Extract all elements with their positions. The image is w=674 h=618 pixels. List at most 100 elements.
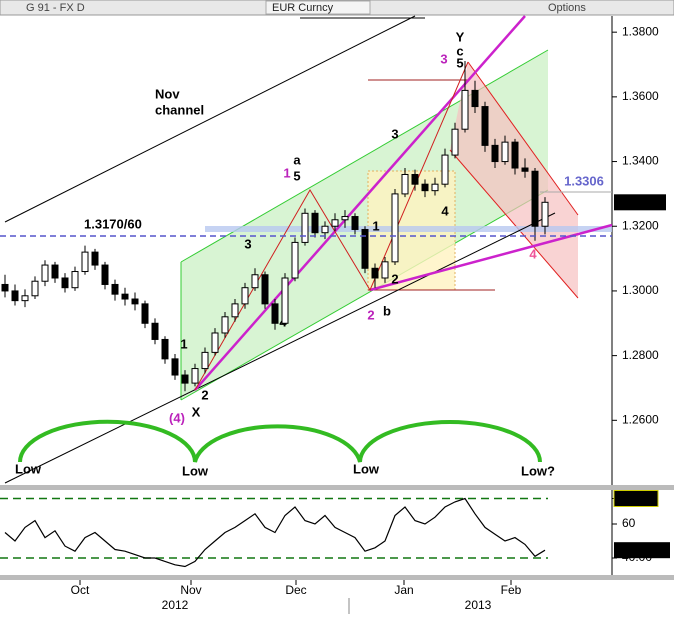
options-menu[interactable]: Options xyxy=(548,2,586,14)
wave-line xyxy=(194,61,469,391)
candle-body xyxy=(161,338,169,360)
annotation: 2 xyxy=(201,387,208,402)
candle-body xyxy=(41,264,49,282)
y-tick-label: 1.2800 xyxy=(622,348,659,362)
candle-body xyxy=(521,167,529,172)
channel-line xyxy=(449,149,579,299)
annotation: 4 xyxy=(529,246,537,261)
annotation: (4) xyxy=(169,410,185,425)
candle-body xyxy=(151,322,159,340)
candle-body xyxy=(51,264,59,279)
annotation: 3 xyxy=(244,236,251,251)
annotation: Y xyxy=(456,29,465,44)
y-tick-label: 60 xyxy=(622,516,636,530)
candle-body xyxy=(411,173,419,185)
nov-channel-line xyxy=(4,15,416,223)
annotation: 3 xyxy=(391,126,398,141)
candle-body xyxy=(221,316,229,334)
x-tick-label: Oct xyxy=(71,583,90,597)
annotation: 1 xyxy=(372,218,379,233)
candle-body xyxy=(101,264,109,285)
annotation: 2 xyxy=(391,271,398,286)
candle-body xyxy=(281,277,289,324)
annotation: channel xyxy=(155,102,204,117)
last-value-label: 44.5929 xyxy=(618,542,662,556)
candle-body xyxy=(451,128,459,156)
level-label: 1.3306 xyxy=(564,173,604,188)
channel-line xyxy=(467,61,579,216)
candle-body xyxy=(201,351,209,370)
annotation: 1 xyxy=(180,336,187,351)
y-tick-label: 1.3200 xyxy=(622,218,659,232)
blue-band xyxy=(205,226,612,232)
panel-divider xyxy=(0,575,674,580)
y-tick-label: 1.3000 xyxy=(622,283,659,297)
candle-body xyxy=(341,216,349,221)
year-label: 2013 xyxy=(465,598,492,612)
nov-channel-line xyxy=(4,212,556,484)
candle-body xyxy=(141,303,149,324)
candle-body xyxy=(21,295,29,302)
security-box[interactable] xyxy=(265,0,371,15)
candle-body xyxy=(531,170,539,227)
last-value-box xyxy=(614,542,670,559)
annotation: 4 xyxy=(441,203,449,218)
candle-body xyxy=(131,298,139,305)
annotation: a xyxy=(293,152,301,167)
annotation: Nov xyxy=(155,86,180,101)
candle-body xyxy=(541,201,549,227)
y-tick-label: 1.2600 xyxy=(622,412,659,426)
candle-body xyxy=(501,141,509,163)
candle-body xyxy=(391,193,399,263)
oscillator-line xyxy=(4,497,546,568)
x-tick-label: Dec xyxy=(285,583,306,597)
panel-divider xyxy=(0,485,674,490)
candle-body xyxy=(471,89,479,108)
candles xyxy=(1,60,549,392)
tick-box xyxy=(613,490,659,507)
candle-body xyxy=(211,332,219,353)
x-tick-label: Nov xyxy=(180,583,201,597)
candle-body xyxy=(1,283,9,292)
x-tick-label: Feb xyxy=(501,583,522,597)
candle-body xyxy=(71,271,79,289)
candle-body xyxy=(381,261,389,279)
annotation: 2 xyxy=(367,307,374,322)
annotation: Low xyxy=(15,461,42,476)
candle-body xyxy=(371,267,379,279)
candle-body xyxy=(121,293,129,300)
candle-body xyxy=(431,183,439,192)
security[interactable]: EUR Curncy xyxy=(272,2,334,14)
candle-body xyxy=(351,216,359,230)
candle-body xyxy=(191,368,199,384)
candle-body xyxy=(271,303,279,324)
level-label: 1.3170/60 xyxy=(84,216,142,231)
candle-body xyxy=(511,141,519,169)
candle-body xyxy=(291,241,299,279)
annotation: X xyxy=(192,404,201,419)
purple-line xyxy=(194,15,526,391)
year-label: 2012 xyxy=(162,598,189,612)
candle-body xyxy=(181,374,189,384)
x-tick-label: Jan xyxy=(394,583,413,597)
annotation: Low? xyxy=(521,463,555,478)
candle-body xyxy=(441,154,449,185)
y-tick-label: 1.3400 xyxy=(622,154,659,168)
candle-body xyxy=(311,212,319,234)
y-tick-label: 1.3600 xyxy=(622,89,659,103)
annotation: b xyxy=(383,303,391,318)
candle-body xyxy=(11,290,19,302)
annotation: 5 xyxy=(456,55,463,70)
candle-body xyxy=(301,212,309,243)
candle-body xyxy=(91,251,99,266)
candle-body xyxy=(461,89,469,130)
candle-body xyxy=(231,303,239,318)
last-price-label: 1.3274 xyxy=(619,194,656,208)
annotation: Low xyxy=(182,463,209,478)
annotation: c xyxy=(456,43,463,58)
candle-body xyxy=(421,183,429,192)
y-tick-label: 1.3800 xyxy=(622,24,659,38)
candle-body xyxy=(361,228,369,269)
last-price-box xyxy=(614,194,666,211)
